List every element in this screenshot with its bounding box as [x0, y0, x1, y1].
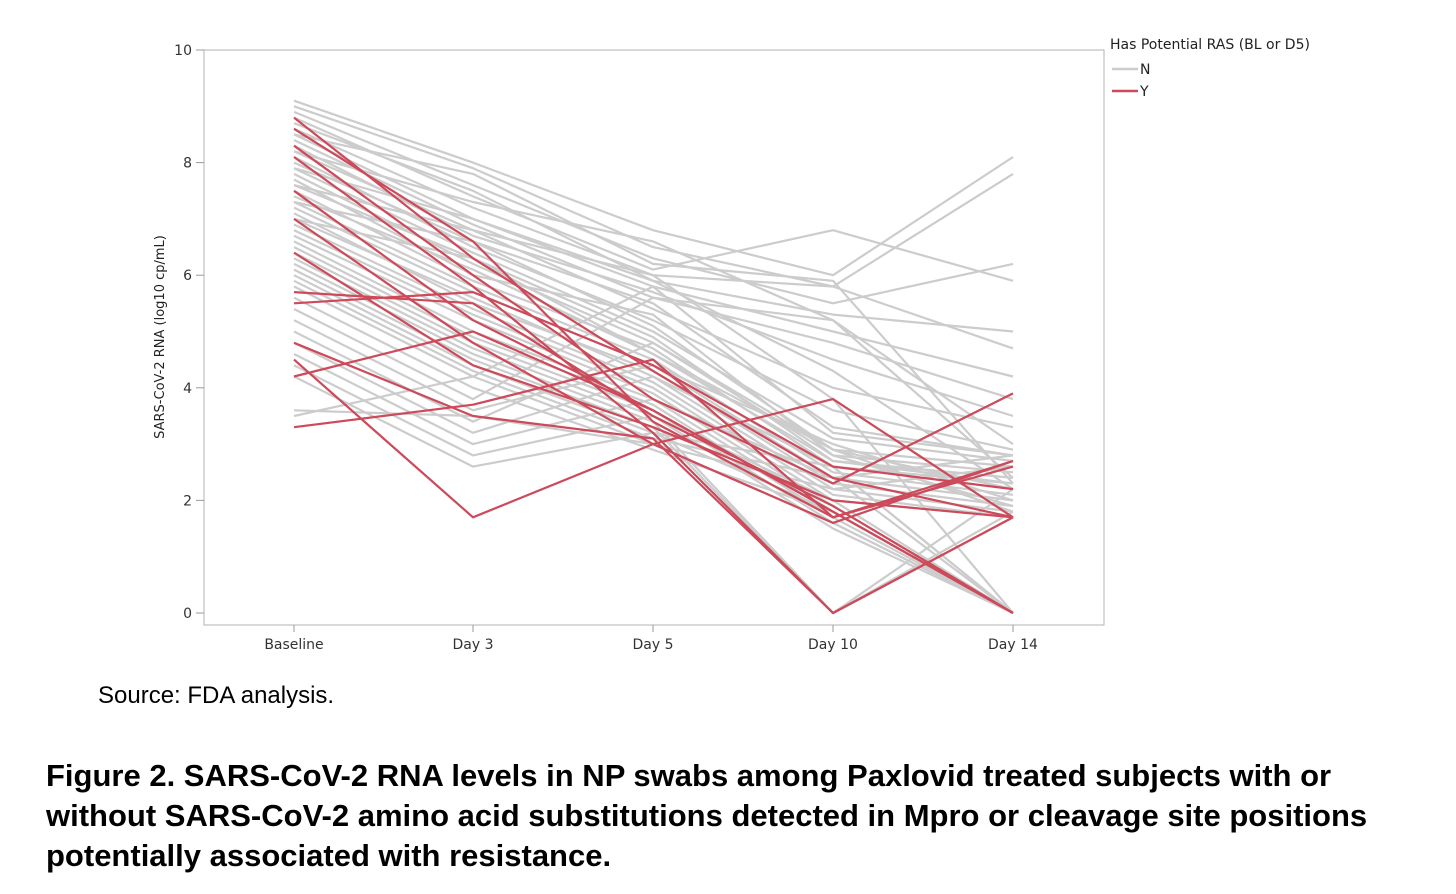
subject-line-y	[293, 291, 1014, 491]
y-tick-label: 8	[183, 156, 192, 172]
series-group-n	[293, 99, 1014, 615]
subject-line-y	[293, 358, 1014, 519]
x-tick-label: Day 10	[808, 637, 858, 653]
subject-line-n	[293, 167, 1014, 463]
subject-line-n	[293, 144, 1014, 418]
legend-label-n: N	[1140, 62, 1150, 78]
plot-frame	[203, 49, 1105, 626]
subject-line-n	[293, 167, 1014, 491]
x-axis: Baseline Day 3 Day 5 Day 10 Day 14	[264, 625, 1038, 653]
subject-line-y	[293, 330, 1014, 614]
y-axis: 0 2 4 6 8 10	[174, 43, 204, 622]
x-tick-label: Day 5	[632, 637, 673, 653]
subject-line-y	[293, 341, 1014, 615]
subject-line-n	[293, 150, 1014, 479]
y-tick-label: 4	[183, 381, 192, 397]
subject-line-y	[293, 251, 1014, 519]
y-tick-label: 6	[183, 268, 192, 284]
subject-line-n	[293, 229, 1014, 614]
rna-line-chart: 0 2 4 6 8 10 Baseline Day 3 Day 5 Day 10 Day 14 S…	[153, 37, 1310, 653]
series-group-y	[293, 116, 1014, 615]
legend: Has Potential RAS (BL or D5) N Y	[1110, 37, 1310, 100]
subject-line-y	[293, 116, 1014, 519]
y-tick-label: 2	[183, 493, 192, 509]
x-tick-label: Day 14	[988, 637, 1038, 653]
subject-line-n	[293, 184, 1014, 479]
subject-line-n	[293, 409, 1014, 614]
subject-line-n	[293, 246, 1014, 614]
subject-line-n	[293, 156, 1014, 451]
y-tick-label: 0	[183, 606, 192, 622]
subject-line-n	[293, 105, 1014, 288]
y-tick-label: 10	[174, 43, 192, 59]
x-tick-label: Baseline	[264, 637, 323, 653]
subject-line-y	[293, 127, 1014, 519]
subject-line-y	[293, 358, 1014, 519]
legend-title: Has Potential RAS (BL or D5)	[1110, 37, 1310, 53]
subject-line-n	[293, 99, 1014, 277]
x-tick-label: Day 3	[452, 637, 493, 653]
source-note: Source: FDA analysis.	[98, 682, 335, 709]
subject-line-n	[293, 341, 1014, 614]
subject-line-y	[293, 291, 1014, 614]
y-axis-label: SARS-CoV-2 RNA (log10 cp/mL)	[153, 235, 168, 439]
figure-caption: Figure 2. SARS-CoV-2 RNA levels in NP sw…	[46, 758, 1368, 873]
subject-line-n	[293, 200, 1014, 513]
legend-label-y: Y	[1139, 84, 1149, 100]
subject-line-y	[293, 144, 1014, 485]
subject-line-n	[293, 217, 1014, 485]
subject-line-n	[293, 116, 1014, 282]
subject-line-n	[293, 285, 1014, 457]
subject-line-n	[293, 296, 1014, 446]
subject-line-n	[293, 133, 1014, 485]
